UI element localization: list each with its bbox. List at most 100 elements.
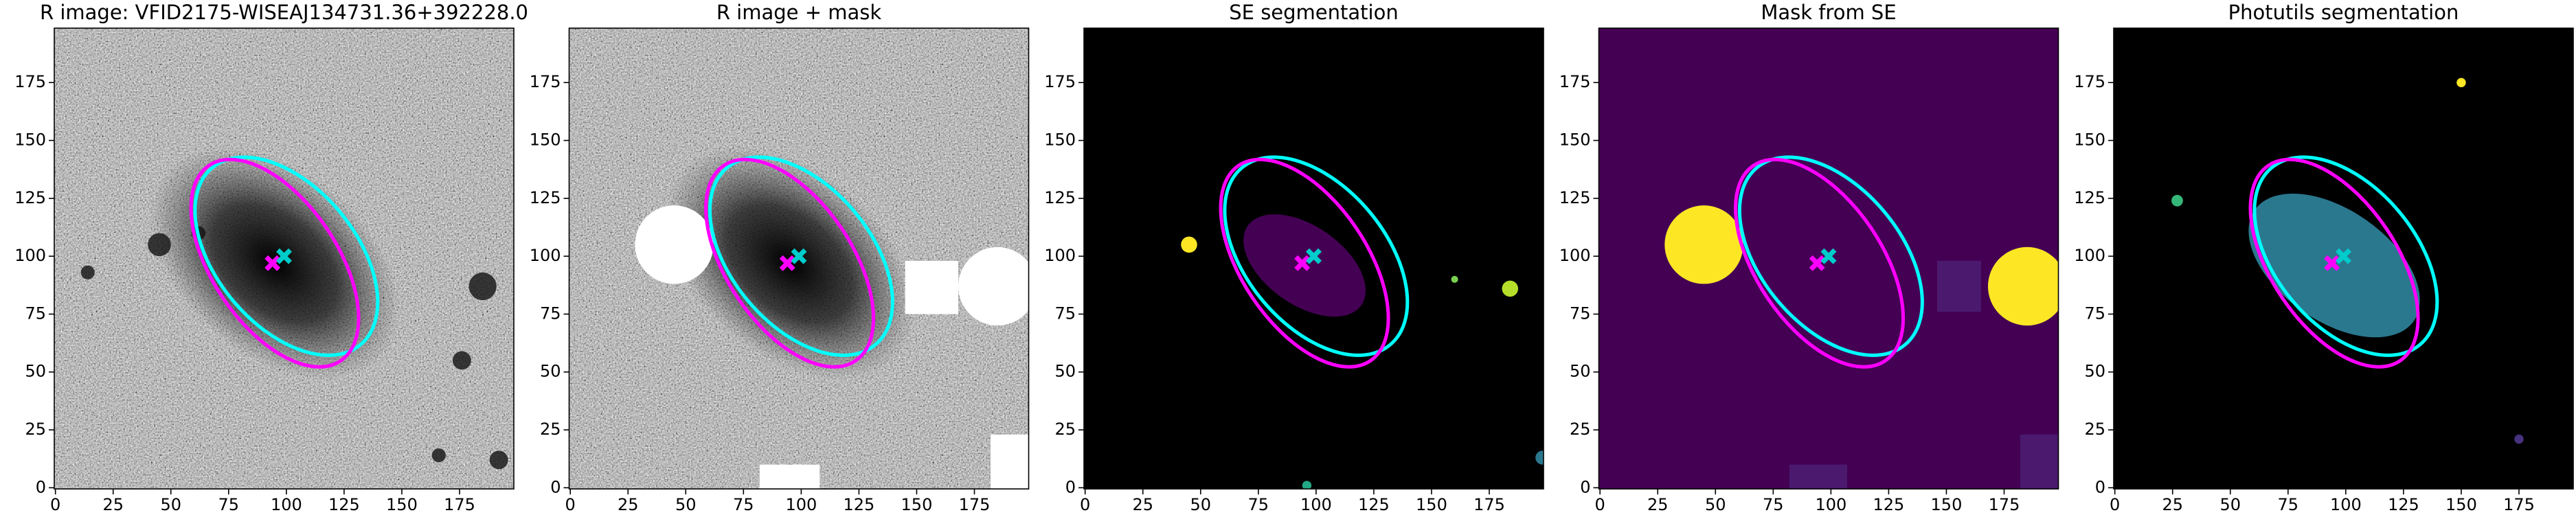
y-tick-label: 25 bbox=[1054, 420, 1076, 439]
x-tick-label: 125 bbox=[328, 495, 360, 514]
x-tick-label: 25 bbox=[1132, 495, 1153, 514]
x-tick-label: 175 bbox=[959, 495, 991, 514]
y-tick-label: 175 bbox=[14, 72, 46, 91]
x-tick-label: 125 bbox=[2388, 495, 2419, 514]
ellipse bbox=[1223, 155, 1410, 357]
ellipse bbox=[189, 157, 361, 369]
panel-title: R image: VFID2175-WISEAJ134731.36+392228… bbox=[40, 1, 528, 24]
y-tick-label: 0 bbox=[36, 477, 46, 496]
y-tick-label: 100 bbox=[2074, 246, 2105, 265]
y-tick-label: 50 bbox=[1054, 362, 1076, 381]
ellipse bbox=[1219, 157, 1390, 369]
x-tick-label: 0 bbox=[1080, 495, 1090, 514]
x-tick-label: 50 bbox=[1190, 495, 1211, 514]
x-tick-label: 175 bbox=[1473, 495, 1505, 514]
x-tick-label: 175 bbox=[1989, 495, 2020, 514]
y-tick-label: 25 bbox=[25, 420, 46, 439]
axes-frame bbox=[568, 27, 1030, 490]
ellipse bbox=[2248, 157, 2420, 369]
x-tick-label: 150 bbox=[901, 495, 933, 514]
y-tick-label: 100 bbox=[14, 246, 46, 265]
ellipse bbox=[193, 155, 380, 357]
panel-title: Photutils segmentation bbox=[2228, 1, 2459, 24]
y-tick-label: 0 bbox=[1580, 477, 1590, 496]
panel-title: SE segmentation bbox=[1229, 1, 1398, 24]
axes-frame bbox=[54, 27, 515, 490]
y-tick-label: 0 bbox=[550, 477, 561, 496]
marker bbox=[1820, 248, 1837, 264]
panel bbox=[2114, 28, 2573, 489]
x-tick-label: 175 bbox=[444, 495, 475, 514]
axes-frame bbox=[1083, 27, 1544, 490]
y-tick-label: 25 bbox=[2084, 420, 2105, 439]
x-tick-label: 150 bbox=[1416, 495, 1447, 514]
y-tick-label: 75 bbox=[2084, 304, 2105, 323]
ellipse bbox=[1734, 157, 1906, 369]
x-tick-label: 75 bbox=[2278, 495, 2299, 514]
axes-frame bbox=[2113, 27, 2574, 490]
y-tick-label: 75 bbox=[1054, 304, 1076, 323]
y-tick-label: 100 bbox=[1044, 246, 1076, 265]
x-tick-label: 175 bbox=[2503, 495, 2535, 514]
x-tick-label: 50 bbox=[2219, 495, 2241, 514]
marker bbox=[791, 248, 807, 264]
y-tick-label: 150 bbox=[530, 130, 561, 150]
x-tick-label: 25 bbox=[1647, 495, 1669, 514]
marker bbox=[264, 255, 281, 271]
marker bbox=[1294, 255, 1311, 271]
y-tick-label: 125 bbox=[1559, 188, 1591, 207]
axes-frame bbox=[1598, 27, 2059, 490]
x-tick-label: 75 bbox=[1763, 495, 1784, 514]
y-tick-label: 125 bbox=[530, 188, 561, 207]
y-tick-label: 150 bbox=[14, 130, 46, 150]
y-tick-label: 50 bbox=[1570, 362, 1591, 381]
x-tick-label: 0 bbox=[565, 495, 576, 514]
y-tick-label: 50 bbox=[540, 362, 561, 381]
y-tick-label: 125 bbox=[2074, 188, 2105, 207]
y-tick-label: 50 bbox=[2084, 362, 2105, 381]
marker bbox=[1306, 248, 1322, 264]
panel-title: R image + mask bbox=[716, 1, 882, 24]
ellipse bbox=[708, 155, 894, 357]
marker bbox=[2336, 248, 2351, 264]
x-tick-label: 25 bbox=[2162, 495, 2183, 514]
y-tick-label: 25 bbox=[1570, 420, 1591, 439]
x-tick-label: 100 bbox=[1815, 495, 1846, 514]
ellipse bbox=[2252, 155, 2439, 357]
y-tick-label: 175 bbox=[530, 72, 561, 91]
x-tick-label: 125 bbox=[844, 495, 875, 514]
y-tick-label: 150 bbox=[1044, 130, 1076, 150]
y-tick-label: 50 bbox=[25, 362, 46, 381]
y-tick-label: 25 bbox=[540, 420, 561, 439]
x-tick-label: 100 bbox=[785, 495, 817, 514]
x-tick-label: 75 bbox=[1248, 495, 1269, 514]
marker bbox=[2324, 255, 2340, 271]
y-tick-label: 150 bbox=[2074, 130, 2105, 150]
x-tick-label: 100 bbox=[271, 495, 302, 514]
x-tick-label: 150 bbox=[1931, 495, 1963, 514]
marker bbox=[1809, 255, 1825, 271]
x-tick-label: 125 bbox=[1873, 495, 1905, 514]
x-tick-label: 25 bbox=[102, 495, 124, 514]
y-tick-label: 125 bbox=[14, 188, 46, 207]
x-tick-label: 0 bbox=[50, 495, 60, 514]
marker bbox=[276, 248, 292, 264]
y-tick-label: 75 bbox=[540, 304, 561, 323]
panel bbox=[54, 28, 514, 489]
x-tick-label: 50 bbox=[160, 495, 181, 514]
y-tick-label: 100 bbox=[530, 246, 561, 265]
y-tick-label: 0 bbox=[1065, 477, 1076, 496]
x-tick-label: 100 bbox=[1300, 495, 1332, 514]
y-tick-label: 0 bbox=[2095, 477, 2105, 496]
panel bbox=[569, 28, 1029, 489]
x-tick-label: 50 bbox=[675, 495, 697, 514]
x-tick-label: 125 bbox=[1358, 495, 1390, 514]
x-tick-label: 50 bbox=[1705, 495, 1726, 514]
x-tick-label: 0 bbox=[2110, 495, 2120, 514]
y-tick-label: 150 bbox=[1559, 130, 1591, 150]
x-tick-label: 0 bbox=[1595, 495, 1605, 514]
y-tick-label: 175 bbox=[2074, 72, 2105, 91]
x-tick-label: 150 bbox=[2445, 495, 2477, 514]
y-tick-label: 175 bbox=[1044, 72, 1076, 91]
y-tick-label: 100 bbox=[1559, 246, 1591, 265]
